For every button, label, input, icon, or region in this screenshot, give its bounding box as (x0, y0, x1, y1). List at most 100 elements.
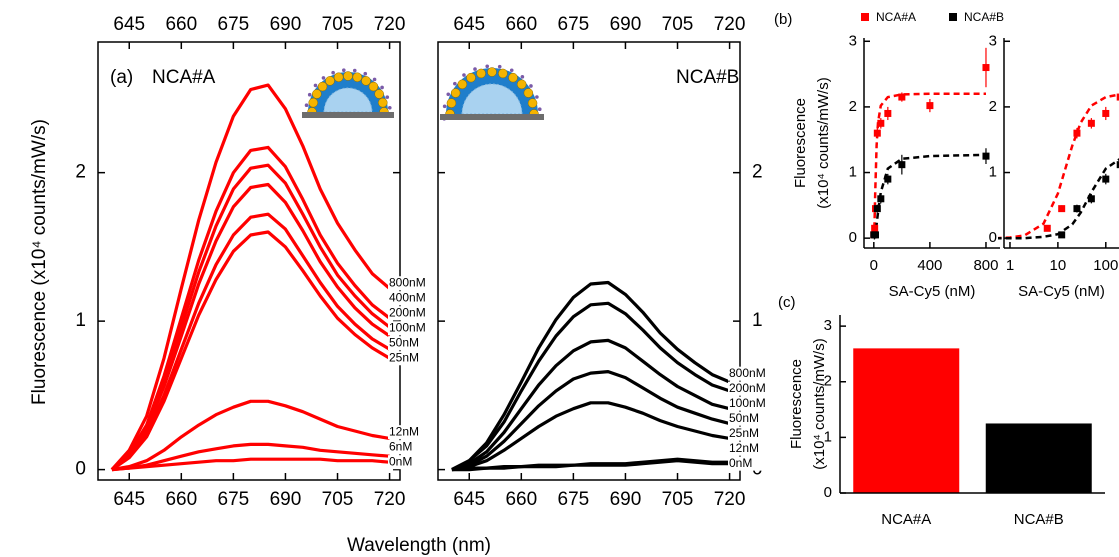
series-label-box (728, 381, 772, 396)
inset-dot (529, 84, 533, 88)
data-point (877, 195, 885, 203)
x-tick-label: 645 (453, 489, 485, 510)
plot-area (998, 93, 1119, 240)
inset-bead (333, 72, 344, 82)
inset-bead (487, 67, 497, 77)
panel-title: NCA#B (676, 67, 739, 88)
inset-bead (317, 81, 328, 92)
data-point (1087, 195, 1095, 203)
data-point (877, 119, 885, 127)
x-tick-label: 10 (1050, 257, 1067, 274)
inset-bead (498, 68, 508, 79)
data-point (884, 175, 892, 183)
data-point (898, 93, 906, 101)
inset-bead (374, 89, 384, 99)
data-point (1102, 109, 1110, 117)
x-axis-label: Wavelength (nm) (347, 535, 491, 556)
spectrum-line (451, 280, 731, 472)
x-tick-label: 720 (714, 489, 746, 510)
data-point (1058, 205, 1066, 213)
inset-bead (325, 76, 335, 86)
y-tick-label: 1 (752, 310, 763, 331)
y-tick-label: 2 (989, 98, 997, 115)
x-tick-label: 660 (505, 489, 537, 510)
series-label-box (388, 306, 432, 321)
inset-bead (361, 76, 371, 86)
inset-dot (535, 95, 539, 99)
panel-label: (b) (774, 11, 792, 28)
x-tick-label: 690 (270, 14, 302, 35)
series-label: 200nM (389, 305, 426, 319)
y-tick-label: 0 (989, 229, 997, 246)
panel-label: (c) (778, 294, 796, 311)
y-tick-label: 2 (824, 373, 832, 390)
spectrum-line (110, 230, 391, 471)
fit-line (998, 93, 1119, 240)
y-tick-label: 3 (989, 32, 997, 49)
data-point (884, 109, 892, 117)
plot-frame (97, 41, 401, 481)
series-label: 0nM (729, 456, 752, 470)
y-tick-label: 0 (75, 459, 86, 480)
x-tick-label: 400 (917, 257, 942, 274)
inset-dot (363, 71, 368, 76)
inset-bead (527, 98, 538, 108)
y-axis-label: (x10⁴ counts/mW/s) (815, 77, 832, 208)
inset-dot (473, 67, 477, 71)
y-axis-label: Fluorescence (x10⁴ counts/mW/s) (29, 119, 50, 405)
x-tick-label: 675 (558, 14, 590, 35)
x-tick-label: 690 (610, 14, 642, 35)
data-point (871, 224, 879, 232)
series-label: 50nM (729, 411, 759, 425)
legend-label: NCA#A (876, 10, 916, 24)
series-label-box (728, 441, 772, 456)
series-label: 100nM (389, 320, 426, 334)
inset-bead (516, 79, 527, 90)
series-label: 200nM (729, 381, 766, 395)
data-point (871, 231, 879, 239)
series-label-box (388, 336, 432, 351)
spectrum-line (111, 399, 390, 472)
plot-frame (437, 41, 741, 481)
y-tick-label: 2 (75, 162, 86, 183)
series-label-box (388, 276, 432, 291)
inset-bead (466, 72, 476, 83)
inset-dot (304, 103, 309, 108)
inset-bead (312, 89, 322, 99)
inset-core (461, 83, 523, 115)
inset-dot (509, 68, 514, 73)
series-label-box (728, 426, 772, 441)
inset-dot (446, 92, 451, 97)
x-tick-label: 690 (610, 489, 642, 510)
inset-dot (453, 81, 457, 86)
spectrum-line (111, 442, 390, 472)
series-label: 12nM (389, 424, 419, 438)
x-tick-label: 645 (453, 14, 485, 35)
x-axis-label: SA-Cy5 (nM) (889, 283, 976, 300)
data-point (926, 102, 934, 110)
inset-bead (308, 97, 318, 108)
x-tick-label: 100 (1093, 257, 1118, 274)
x-tick-label: 675 (558, 489, 590, 510)
series-label-box (388, 455, 432, 470)
y-tick-label: 3 (849, 32, 857, 49)
plot-area (110, 83, 391, 472)
series-label-box (388, 321, 432, 336)
y-axis-label: (x10⁴ counts/mW/s) (811, 338, 828, 469)
series-label-box (388, 291, 432, 306)
inset-core (323, 87, 373, 113)
x-tick-label: 720 (374, 489, 406, 510)
inset-dot (497, 64, 502, 69)
inset-dot (485, 64, 490, 69)
x-axis-label: SA-Cy5 (nM) (1018, 283, 1105, 300)
y-axis-label: Fluorescence (792, 98, 809, 188)
inset-dot (520, 75, 525, 79)
data-point (1102, 175, 1110, 183)
inset-dot (331, 70, 335, 75)
inset-bead (476, 68, 486, 79)
x-tick-label: 0 (870, 257, 878, 274)
spectrum-line (451, 338, 730, 472)
data-point (1073, 205, 1081, 213)
series-label: 25nM (729, 426, 759, 440)
